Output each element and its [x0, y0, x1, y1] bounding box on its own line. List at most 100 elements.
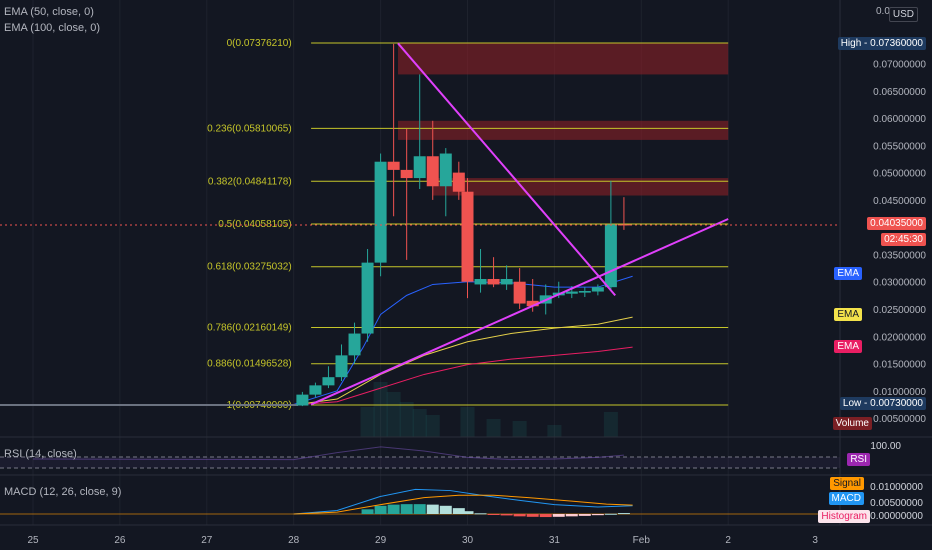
time-tick: Feb: [633, 535, 651, 546]
macd-histogram-bar: [539, 514, 552, 518]
macd-histogram-bar: [387, 504, 400, 514]
price-tick: 0.05000000: [873, 169, 926, 180]
candle-body: [513, 281, 526, 304]
candle-body: [361, 262, 374, 334]
candle-body: [309, 385, 322, 395]
macd-label: MACD: [828, 492, 864, 505]
macd-histogram-bar: [413, 504, 426, 514]
price-tick: 0.03500000: [873, 250, 926, 261]
volume-bar: [412, 409, 427, 437]
ema-line: [293, 346, 633, 406]
candle-body: [413, 156, 426, 179]
time-tick: 2: [725, 535, 731, 546]
macd-histogram-bar: [513, 514, 526, 517]
candle-body: [617, 224, 630, 226]
time-tick: 27: [201, 535, 213, 546]
candle-body: [439, 153, 452, 187]
price-tick: 0.02000000: [873, 332, 926, 343]
volume-bar: [486, 419, 501, 437]
price-tick: 0.01500000: [873, 360, 926, 371]
macd-histogram-bar: [474, 513, 487, 515]
time-tick: 26: [114, 535, 126, 546]
candle-body: [500, 278, 513, 285]
volume-bar: [603, 412, 618, 437]
time-tick: 30: [462, 535, 474, 546]
macd-histogram-bar: [361, 509, 374, 514]
candle-body: [474, 278, 487, 285]
trend-lines[interactable]: [310, 42, 729, 406]
volume-bar: [373, 382, 388, 437]
candle-body: [322, 377, 335, 386]
resistance-zones[interactable]: [397, 43, 729, 196]
time-tick: 28: [288, 535, 300, 546]
fib-level-label: 0.618(0.03275032): [207, 262, 292, 273]
time-tick: 29: [375, 535, 387, 546]
price-axis[interactable]: 0.07000000 0.06500000 0.06000000 0.05500000…: [873, 6, 926, 425]
candle-body: [348, 333, 361, 356]
macd-histogram-bar: [500, 514, 513, 516]
price-tick: 0.06500000: [873, 87, 926, 98]
price-tick-partial: 0.0: [876, 6, 890, 17]
time-axis[interactable]: 25 26 27 28 29 30 31 Feb 2 3: [27, 535, 818, 546]
macd-indicator-label[interactable]: MACD (12, 26, close, 9): [4, 486, 122, 498]
rsi-top-tick: 100.00: [870, 441, 901, 452]
volume-label: Volume: [832, 417, 872, 430]
ema-pink-label: EMA: [834, 340, 862, 353]
macd-histogram-bar: [578, 514, 591, 516]
macd-tick-1: 0.01000000: [870, 482, 923, 493]
resistance-zone: [397, 43, 729, 75]
candle-body: [487, 278, 500, 285]
rsi-band: [0, 457, 840, 468]
fib-level-label: 0.236(0.05810065): [207, 123, 292, 134]
countdown-label: 02:45:30: [881, 233, 926, 246]
volume-bar: [547, 425, 562, 437]
price-tick: 0.00500000: [873, 414, 926, 425]
macd-histogram-bar: [526, 514, 539, 517]
macd-histogram-bar: [452, 508, 465, 514]
price-tick: 0.06000000: [873, 114, 926, 125]
ema-line: [293, 316, 633, 406]
macd-pane: [0, 488, 840, 518]
rsi-pane: [0, 446, 840, 469]
rsi-line: [32, 446, 624, 461]
ema-lines: [293, 275, 633, 406]
macd-tick-2: 0.00500000: [870, 498, 923, 509]
macd-line: [293, 488, 633, 515]
price-tick: 0.03000000: [873, 278, 926, 289]
macd-histogram-bar: [439, 505, 452, 514]
macd-histogram-bar: [552, 514, 565, 517]
candle-body: [565, 291, 578, 294]
candle-body: [387, 161, 400, 170]
ema50-indicator-label[interactable]: EMA (50, close, 0): [4, 6, 94, 18]
signal-line: [293, 494, 633, 515]
macd-histogram-bar: [461, 511, 474, 514]
macd-histogram-bar: [617, 513, 630, 515]
macd-tick-3: 0.00000000: [870, 511, 923, 522]
rsi-indicator-label[interactable]: RSI (14, close): [4, 448, 77, 460]
volume-bar: [512, 421, 527, 437]
macd-histogram-bar: [591, 514, 604, 516]
volume-bar: [460, 407, 475, 437]
candle-body: [335, 355, 348, 378]
volume-bar: [360, 407, 375, 437]
price-tick: 0.04500000: [873, 196, 926, 207]
volume-bar: [386, 392, 401, 437]
candle-body: [452, 172, 465, 192]
fib-level-label: 0(0.07376210): [227, 38, 292, 49]
trend-line: [310, 218, 729, 406]
volume-bars: [360, 382, 618, 437]
price-tick: 0.05500000: [873, 141, 926, 152]
fib-level-label: 0.382(0.04841178): [208, 176, 292, 187]
low-price-label: Low - 0.00730000: [839, 397, 926, 410]
macd-histogram-bar: [400, 504, 413, 514]
currency-button[interactable]: USD: [888, 7, 918, 22]
candle-body: [426, 156, 439, 187]
fib-level-label: 0.886(0.01496528): [207, 359, 292, 370]
candle-body: [578, 290, 591, 293]
macd-histogram-bar: [426, 504, 439, 514]
volume-bar: [399, 402, 414, 437]
ema100-indicator-label[interactable]: EMA (100, close, 0): [4, 22, 100, 34]
time-tick: 31: [549, 535, 561, 546]
price-tick: 0.02500000: [873, 305, 926, 316]
